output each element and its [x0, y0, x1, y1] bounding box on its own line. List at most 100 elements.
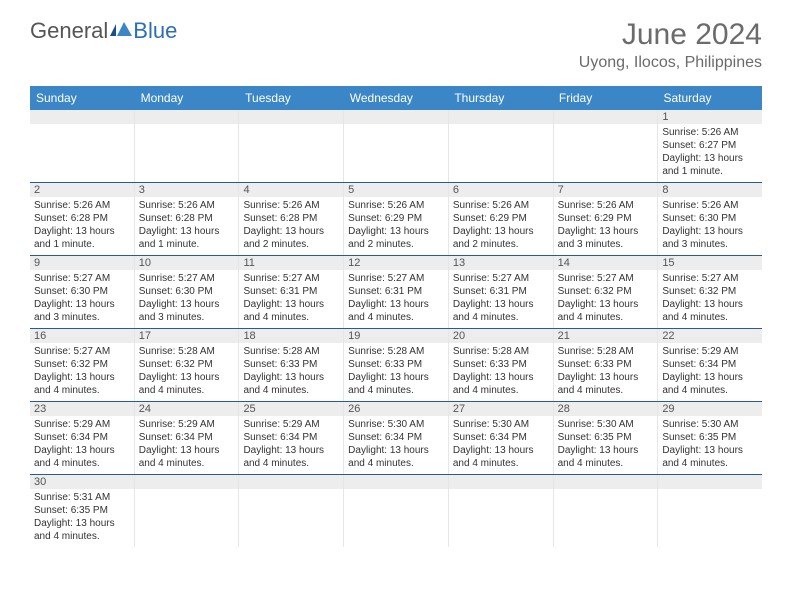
week-row: Sunrise: 5:26 AMSunset: 6:27 PMDaylight:… — [30, 124, 762, 183]
daylight-text: Daylight: 13 hours and 4 minutes. — [453, 444, 549, 470]
daynum-cell: 7 — [554, 183, 659, 197]
sunrise-text: Sunrise: 5:27 AM — [243, 272, 339, 285]
day-cell: Sunrise: 5:28 AMSunset: 6:33 PMDaylight:… — [344, 343, 449, 401]
daynum-cell — [554, 110, 659, 124]
day-header-cell: Wednesday — [344, 86, 449, 110]
day-cell: Sunrise: 5:30 AMSunset: 6:35 PMDaylight:… — [658, 416, 762, 474]
week-row: Sunrise: 5:31 AMSunset: 6:35 PMDaylight:… — [30, 489, 762, 547]
daynum-cell: 14 — [554, 256, 659, 270]
sunset-text: Sunset: 6:30 PM — [139, 285, 235, 298]
daylight-text: Daylight: 13 hours and 1 minute. — [139, 225, 235, 251]
sunset-text: Sunset: 6:34 PM — [662, 358, 758, 371]
title-block: June 2024 Uyong, Ilocos, Philippines — [579, 18, 762, 72]
day-cell — [658, 489, 762, 547]
sunset-text: Sunset: 6:27 PM — [662, 139, 758, 152]
daylight-text: Daylight: 13 hours and 3 minutes. — [139, 298, 235, 324]
daynum-cell: 20 — [449, 329, 554, 343]
sunset-text: Sunset: 6:35 PM — [558, 431, 654, 444]
day-cell: Sunrise: 5:26 AMSunset: 6:28 PMDaylight:… — [135, 197, 240, 255]
sunrise-text: Sunrise: 5:30 AM — [558, 418, 654, 431]
day-cell — [449, 124, 554, 182]
flag-icon — [110, 18, 132, 44]
day-cell: Sunrise: 5:26 AMSunset: 6:29 PMDaylight:… — [449, 197, 554, 255]
sunrise-text: Sunrise: 5:29 AM — [243, 418, 339, 431]
day-cell — [344, 489, 449, 547]
daylight-text: Daylight: 13 hours and 4 minutes. — [243, 444, 339, 470]
sunset-text: Sunset: 6:33 PM — [243, 358, 339, 371]
day-cell — [239, 124, 344, 182]
sunset-text: Sunset: 6:34 PM — [348, 431, 444, 444]
daynum-cell — [449, 110, 554, 124]
daynum-cell — [554, 475, 659, 489]
sunrise-text: Sunrise: 5:26 AM — [34, 199, 130, 212]
daylight-text: Daylight: 13 hours and 4 minutes. — [662, 444, 758, 470]
daylight-text: Daylight: 13 hours and 4 minutes. — [662, 371, 758, 397]
daylight-text: Daylight: 13 hours and 3 minutes. — [34, 298, 130, 324]
daynum-cell: 19 — [344, 329, 449, 343]
day-cell: Sunrise: 5:30 AMSunset: 6:34 PMDaylight:… — [344, 416, 449, 474]
daynum-cell: 17 — [135, 329, 240, 343]
day-header-cell: Thursday — [448, 86, 553, 110]
logo-text-1: General — [30, 18, 108, 44]
sunset-text: Sunset: 6:31 PM — [453, 285, 549, 298]
sunset-text: Sunset: 6:33 PM — [348, 358, 444, 371]
day-cell: Sunrise: 5:27 AMSunset: 6:31 PMDaylight:… — [239, 270, 344, 328]
location: Uyong, Ilocos, Philippines — [579, 54, 762, 72]
week-row: Sunrise: 5:27 AMSunset: 6:32 PMDaylight:… — [30, 343, 762, 402]
day-cell: Sunrise: 5:26 AMSunset: 6:29 PMDaylight:… — [554, 197, 659, 255]
day-header-cell: Tuesday — [239, 86, 344, 110]
logo-text-2: Blue — [133, 18, 177, 44]
day-cell: Sunrise: 5:27 AMSunset: 6:32 PMDaylight:… — [658, 270, 762, 328]
daynum-cell: 12 — [344, 256, 449, 270]
daynum-cell: 29 — [658, 402, 762, 416]
daynum-row: 23242526272829 — [30, 402, 762, 416]
daylight-text: Daylight: 13 hours and 4 minutes. — [139, 371, 235, 397]
day-cell: Sunrise: 5:31 AMSunset: 6:35 PMDaylight:… — [30, 489, 135, 547]
daynum-cell: 5 — [344, 183, 449, 197]
daynum-cell — [135, 110, 240, 124]
sunset-text: Sunset: 6:32 PM — [662, 285, 758, 298]
sunrise-text: Sunrise: 5:27 AM — [662, 272, 758, 285]
daylight-text: Daylight: 13 hours and 1 minute. — [662, 152, 758, 178]
sunset-text: Sunset: 6:28 PM — [139, 212, 235, 225]
day-cell: Sunrise: 5:30 AMSunset: 6:35 PMDaylight:… — [554, 416, 659, 474]
day-header-cell: Monday — [135, 86, 240, 110]
sunset-text: Sunset: 6:32 PM — [558, 285, 654, 298]
sunset-text: Sunset: 6:28 PM — [34, 212, 130, 225]
sunset-text: Sunset: 6:32 PM — [139, 358, 235, 371]
daylight-text: Daylight: 13 hours and 2 minutes. — [453, 225, 549, 251]
sunrise-text: Sunrise: 5:30 AM — [662, 418, 758, 431]
daylight-text: Daylight: 13 hours and 4 minutes. — [243, 298, 339, 324]
sunrise-text: Sunrise: 5:28 AM — [348, 345, 444, 358]
sunset-text: Sunset: 6:32 PM — [34, 358, 130, 371]
daynum-row: 16171819202122 — [30, 329, 762, 343]
day-cell — [344, 124, 449, 182]
day-cell: Sunrise: 5:29 AMSunset: 6:34 PMDaylight:… — [239, 416, 344, 474]
sunset-text: Sunset: 6:29 PM — [558, 212, 654, 225]
sunrise-text: Sunrise: 5:30 AM — [348, 418, 444, 431]
sunset-text: Sunset: 6:35 PM — [34, 504, 130, 517]
daynum-cell: 21 — [554, 329, 659, 343]
sunset-text: Sunset: 6:30 PM — [662, 212, 758, 225]
daylight-text: Daylight: 13 hours and 4 minutes. — [558, 371, 654, 397]
sunset-text: Sunset: 6:28 PM — [243, 212, 339, 225]
daynum-cell: 10 — [135, 256, 240, 270]
daynum-cell: 16 — [30, 329, 135, 343]
sunrise-text: Sunrise: 5:30 AM — [453, 418, 549, 431]
sunrise-text: Sunrise: 5:26 AM — [243, 199, 339, 212]
day-header-cell: Saturday — [657, 86, 762, 110]
daynum-cell: 3 — [135, 183, 240, 197]
day-cell — [554, 489, 659, 547]
day-header-cell: Sunday — [30, 86, 135, 110]
day-cell: Sunrise: 5:28 AMSunset: 6:33 PMDaylight:… — [554, 343, 659, 401]
sunrise-text: Sunrise: 5:29 AM — [662, 345, 758, 358]
daynum-cell: 11 — [239, 256, 344, 270]
daynum-cell: 26 — [344, 402, 449, 416]
daynum-cell: 13 — [449, 256, 554, 270]
daynum-cell: 2 — [30, 183, 135, 197]
daynum-cell — [658, 475, 762, 489]
daylight-text: Daylight: 13 hours and 3 minutes. — [662, 225, 758, 251]
month-title: June 2024 — [579, 18, 762, 52]
daynum-cell — [30, 110, 135, 124]
day-cell: Sunrise: 5:29 AMSunset: 6:34 PMDaylight:… — [658, 343, 762, 401]
